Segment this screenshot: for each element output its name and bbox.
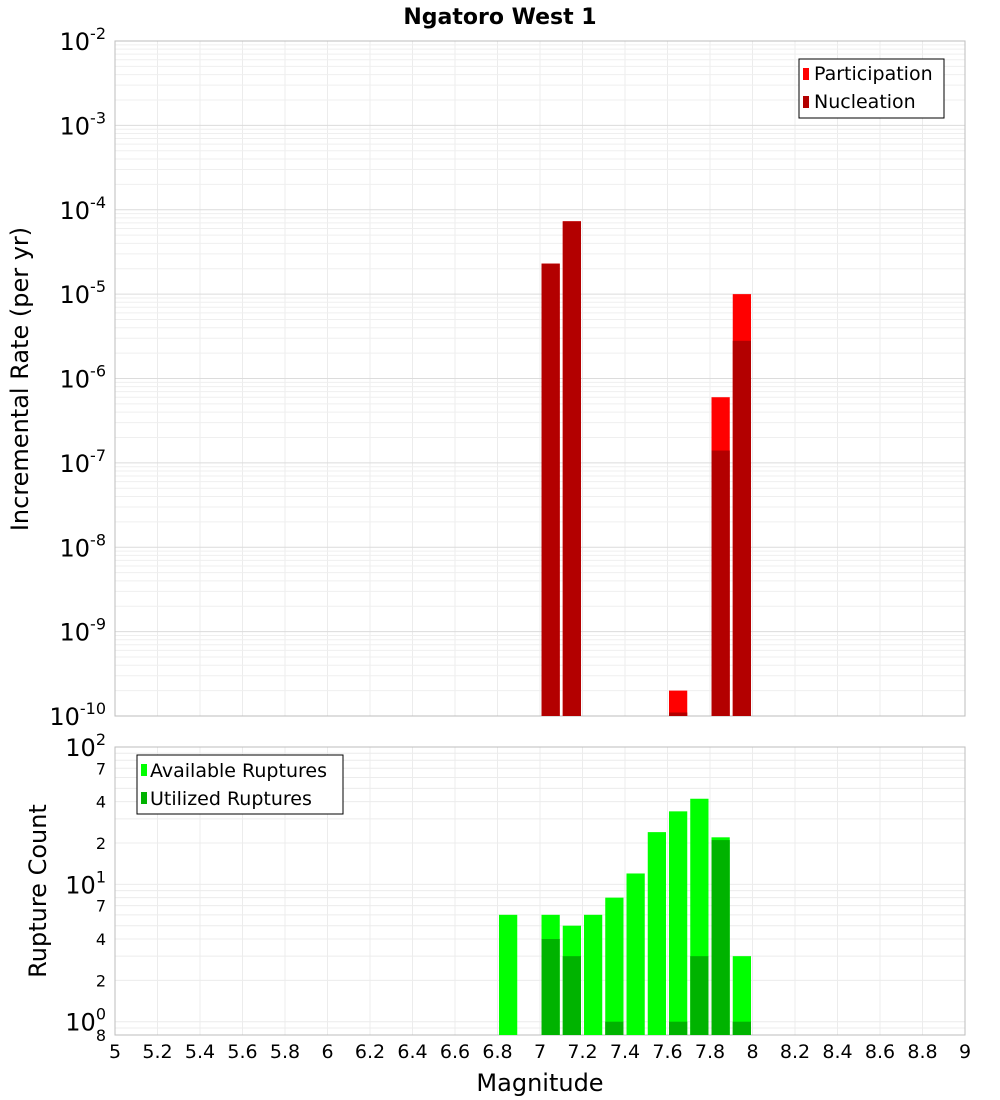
count-y-tick-minor: 2: [96, 971, 106, 990]
x-tick-label: 6.6: [440, 1041, 470, 1063]
x-tick-label: 5.2: [142, 1041, 172, 1063]
count-utilized-ruptures-bar: [733, 1022, 751, 1035]
rate-y-ticks: 10-10 10-9 10-8 10-7 10-6 10-5 10-4 10-3 10-2: [49, 24, 106, 731]
x-tick-label: 7: [534, 1041, 546, 1063]
rate-legend: Participation Nucleation: [799, 59, 944, 118]
rate-nucleation-bar: [712, 451, 730, 716]
x-tick-label: 7.2: [567, 1041, 597, 1063]
rate-plot-grid: [115, 41, 965, 716]
x-tick-label: 8.6: [865, 1041, 895, 1063]
x-tick-label: 6.8: [482, 1041, 512, 1063]
available-legend-swatch: [141, 764, 147, 776]
x-axis-label: Magnitude: [476, 1069, 603, 1097]
utilized-legend-label: Utilized Ruptures: [150, 788, 312, 810]
x-tick-label: 5: [109, 1041, 121, 1063]
rate-nucleation-bar: [733, 341, 751, 716]
count-utilized-ruptures-bar: [690, 956, 708, 1035]
count-utilized-ruptures-bar: [542, 939, 560, 1035]
count-y-tick-minor: 2: [96, 834, 106, 853]
count-y-tick-minor: 7: [96, 759, 106, 778]
count-y-tick-minor: 8: [96, 1026, 106, 1045]
count-y-axis-label: Rupture Count: [24, 804, 52, 978]
x-tick-label: 9: [959, 1041, 971, 1063]
utilized-legend-swatch: [141, 792, 147, 804]
count-available-ruptures-bar: [499, 915, 517, 1035]
x-ticks: 5 5.2 5.4 5.6 5.8 6 6.2 6.4 6.6 6.8 7 7.2 7.4 7.6 7.8 8…: [109, 1041, 971, 1063]
count-available-ruptures-bar: [605, 898, 623, 1035]
rate-y-axis-label: Incremental Rate (per yr): [6, 227, 34, 531]
x-tick-label: 7.8: [695, 1041, 725, 1063]
nucleation-legend-label: Nucleation: [814, 91, 916, 113]
count-available-ruptures-bar: [648, 832, 666, 1035]
rate-y-tick-label: 10-8: [60, 530, 107, 562]
count-y-tick-major: 101: [65, 867, 106, 899]
available-legend-label: Available Ruptures: [150, 760, 327, 782]
count-y-tick-minor: 4: [96, 930, 106, 949]
count-available-ruptures-bar: [669, 811, 687, 1035]
rate-y-tick-label: 10-7: [60, 446, 107, 478]
rate-y-tick-label: 10-5: [60, 277, 107, 309]
rate-y-tick-label: 10-4: [60, 193, 107, 225]
count-utilized-ruptures-bar: [563, 956, 581, 1035]
rate-y-tick-label: 10-6: [60, 362, 107, 394]
rate-y-tick-label: 10-9: [60, 615, 107, 647]
rate-y-tick-label: 10-10: [49, 699, 106, 731]
chart-title: Ngatoro West 1: [403, 5, 596, 30]
count-y-tick-minor: 7: [96, 897, 106, 916]
count-utilized-ruptures-bar: [669, 1022, 687, 1035]
x-tick-label: 5.6: [227, 1041, 257, 1063]
count-available-ruptures-bar: [584, 915, 602, 1035]
nucleation-legend-swatch: [803, 96, 809, 108]
rate-participation-bar: [669, 691, 687, 716]
count-available-ruptures-bar: [627, 873, 645, 1035]
rate-nucleation-bar: [542, 264, 560, 716]
x-tick-label: 8: [746, 1041, 758, 1063]
rate-nucleation-bar: [563, 221, 581, 716]
x-tick-label: 6: [321, 1041, 333, 1063]
count-y-tick-minor: 4: [96, 793, 106, 812]
x-tick-label: 8.8: [907, 1041, 937, 1063]
rate-bars: [542, 221, 752, 716]
x-tick-label: 6.2: [355, 1041, 385, 1063]
count-legend: Available Ruptures Utilized Ruptures: [137, 755, 343, 814]
count-y-tick-major: 102: [65, 730, 106, 762]
rate-y-tick-label: 10-2: [60, 24, 107, 56]
participation-legend-label: Participation: [814, 63, 933, 85]
x-tick-label: 7.6: [652, 1041, 682, 1063]
x-tick-label: 6.4: [397, 1041, 427, 1063]
count-utilized-ruptures-bar: [712, 840, 730, 1035]
chart-canvas: 10-10 10-9 10-8 10-7 10-6 10-5 10-4 10-3 10-2 10…: [0, 0, 1000, 1100]
x-tick-label: 5.8: [270, 1041, 300, 1063]
rate-y-tick-label: 10-3: [60, 108, 107, 140]
x-tick-label: 8.2: [780, 1041, 810, 1063]
count-utilized-ruptures-bar: [605, 1022, 623, 1035]
participation-legend-swatch: [803, 68, 809, 80]
rate-nucleation-bar: [669, 713, 687, 716]
x-tick-label: 7.4: [610, 1041, 640, 1063]
x-tick-label: 8.4: [822, 1041, 852, 1063]
x-tick-label: 5.4: [185, 1041, 215, 1063]
